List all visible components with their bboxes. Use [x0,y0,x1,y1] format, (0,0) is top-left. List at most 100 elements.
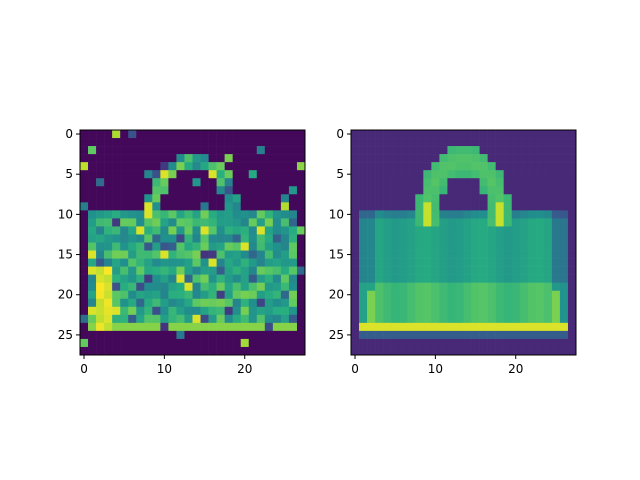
heatmap-cell [192,170,201,179]
heatmap-cell [479,170,488,179]
heatmap-cell [160,282,169,292]
heatmap-cell [359,170,368,179]
heatmap-cell [216,266,225,275]
heatmap-cell [471,322,480,332]
heatmap-cell [168,330,177,340]
heatmap-cell [96,210,105,219]
heatmap-cell [423,226,432,235]
heatmap-cell [104,266,113,275]
heatmap-cell [152,266,161,275]
heatmap-cell [543,154,553,163]
heatmap-cell [519,178,529,187]
heatmap-cell [511,242,521,251]
heatmap-cell [495,154,504,163]
heatmap-cell [112,138,121,147]
heatmap-cell [543,314,553,324]
heatmap-cell [527,346,537,356]
heatmap-cell [280,258,290,267]
x-tick-label: 0 [351,362,359,376]
heatmap-cell [136,138,145,147]
heatmap-cell [455,282,464,292]
heatmap-cell [136,298,145,308]
heatmap-cell [192,258,201,267]
heatmap-cell [136,170,145,179]
heatmap-cell [535,330,545,340]
heatmap-cell [168,338,177,348]
heatmap-cell [88,322,97,332]
heatmap-cell [128,250,137,259]
heatmap-cell [280,330,290,340]
heatmap-cell [471,170,480,179]
heatmap-cell [224,226,233,235]
heatmap-cell [184,266,193,275]
heatmap-cell [280,202,290,211]
heatmap-cell [423,274,432,283]
heatmap-cell [168,162,177,171]
heatmap-cell [535,210,545,219]
heatmap-cell [128,186,137,195]
heatmap-cell [479,186,488,195]
heatmap-cell [439,314,448,324]
heatmap-cell [447,258,456,267]
heatmap-cell [88,130,97,139]
heatmap-cell [423,210,432,219]
heatmap-cell [495,298,504,308]
heatmap-cell [495,290,504,300]
heatmap-cell [112,234,121,243]
heatmap-cell [104,154,113,163]
heatmap-cell [168,298,177,308]
heatmap-cell [288,218,298,227]
heatmap-cell [351,226,360,235]
heatmap-cell [224,154,233,163]
heatmap-cell [128,162,137,171]
heatmap-cell [296,298,306,308]
heatmap-cell [176,202,185,211]
heatmap-cell [431,330,440,340]
heatmap-cell [112,178,121,187]
heatmap-cell [415,178,424,187]
heatmap-cell [216,314,225,324]
heatmap-cell [112,330,121,340]
heatmap-cell [128,202,137,211]
heatmap-cell [128,154,137,163]
heatmap-cell [192,138,201,147]
heatmap-cell [136,314,145,324]
heatmap-cell [168,202,177,211]
heatmap-cell [280,138,290,147]
heatmap-cell [559,298,569,308]
heatmap-cell [367,178,376,187]
heatmap-cell [423,170,432,179]
heatmap-cell [256,138,266,147]
heatmap-cell [96,282,105,292]
heatmap-cell [136,306,145,316]
heatmap-cell [431,250,440,259]
heatmap-cell [160,266,169,275]
heatmap-cell [120,306,129,316]
heatmap-cell [176,322,185,332]
heatmap-cell [423,242,432,251]
heatmap-cell [503,226,513,235]
heatmap-cell [383,242,392,251]
heatmap-cell [272,130,282,139]
heatmap-cell [208,162,217,171]
heatmap-cell [495,338,504,348]
heatmap-cell [208,146,217,155]
heatmap-cell [192,186,201,195]
heatmap-cell [431,130,440,139]
heatmap-cell [375,162,384,171]
heatmap-cell [144,338,153,348]
heatmap-cell [351,290,360,300]
heatmap-cell [152,234,161,243]
heatmap-cell [256,274,266,283]
heatmap-cell [351,338,360,348]
heatmap-cell [280,226,290,235]
heatmap-cell [104,130,113,139]
heatmap-cell [559,330,569,340]
heatmap-cell [527,338,537,348]
heatmap-cell [519,210,529,219]
heatmap-cell [455,194,464,203]
heatmap-cell [543,322,553,332]
heatmap-cell [399,154,408,163]
heatmap-cell [399,290,408,300]
heatmap-cell [383,250,392,259]
